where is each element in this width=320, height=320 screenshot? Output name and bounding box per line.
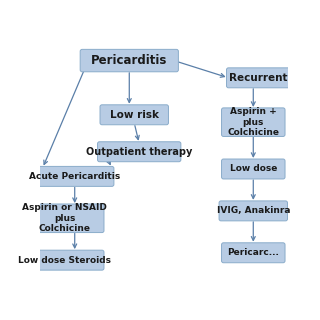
FancyBboxPatch shape (26, 204, 104, 233)
Text: Aspirin +
plus
Colchicine: Aspirin + plus Colchicine (227, 107, 279, 137)
FancyBboxPatch shape (227, 68, 290, 88)
Text: Pericarditis: Pericarditis (91, 54, 167, 67)
FancyBboxPatch shape (221, 243, 285, 263)
Text: Aspirin or NSAID
plus
Colchicine: Aspirin or NSAID plus Colchicine (22, 204, 107, 233)
FancyBboxPatch shape (221, 159, 285, 179)
FancyBboxPatch shape (36, 166, 114, 186)
FancyBboxPatch shape (26, 250, 104, 270)
FancyBboxPatch shape (98, 142, 181, 162)
Text: Low dose Steroids: Low dose Steroids (18, 256, 111, 265)
Text: Outpatient therapy: Outpatient therapy (86, 147, 192, 157)
Text: Low dose: Low dose (229, 164, 277, 173)
FancyBboxPatch shape (221, 108, 285, 136)
Text: Pericarc...: Pericarc... (227, 248, 279, 257)
FancyBboxPatch shape (80, 49, 178, 72)
Text: Recurrent: Recurrent (229, 73, 287, 83)
Text: IVIG, Anakinra: IVIG, Anakinra (217, 206, 290, 215)
FancyBboxPatch shape (219, 201, 287, 221)
FancyBboxPatch shape (100, 105, 168, 125)
Text: Low risk: Low risk (110, 110, 159, 120)
Text: Acute Pericarditis: Acute Pericarditis (29, 172, 120, 181)
